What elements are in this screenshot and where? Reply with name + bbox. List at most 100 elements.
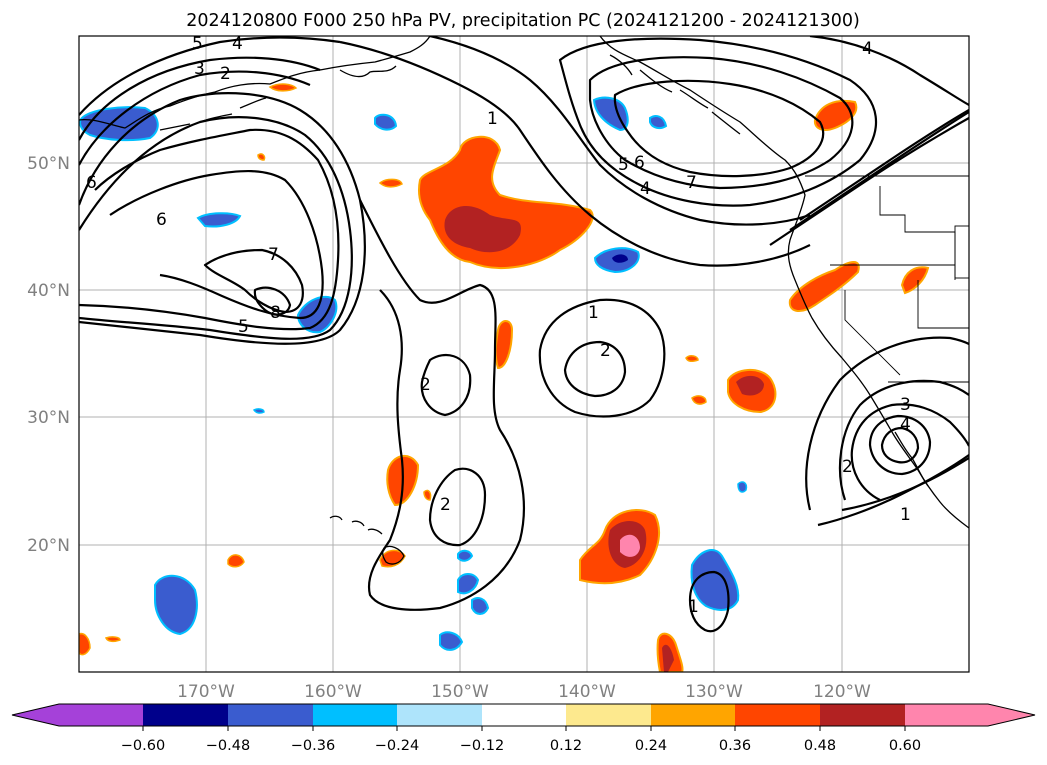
- precip-blob-south-peak: [620, 534, 640, 557]
- precip-blob-small-north: [268, 83, 298, 92]
- colorbar-segment-3: [313, 704, 397, 726]
- precip-neg-small-2: [374, 113, 398, 131]
- colorbar-tick-label: 0.36: [719, 738, 751, 754]
- contour-label-15: 1: [588, 303, 599, 323]
- pv-contour-29: [817, 454, 969, 527]
- latitude-labels: 50°N 40°N 30°N 20°N: [27, 154, 70, 556]
- precip-neg-small-4: [457, 573, 480, 595]
- border-states-4: [954, 225, 969, 279]
- precip-neg-mid-core: [612, 254, 628, 263]
- lon-label-130w: 130°W: [685, 682, 743, 702]
- border-states-3: [917, 280, 969, 329]
- precip-neg-southwest: [154, 574, 198, 636]
- lat-label-50n: 50°N: [27, 154, 70, 174]
- pv-contour-11: [429, 36, 811, 226]
- colorbar-tick-label: −0.48: [206, 738, 250, 754]
- precip-blob-east-core: [736, 375, 764, 396]
- pv-contour-28: [880, 426, 920, 464]
- border-california-nevada: [844, 290, 901, 376]
- pv-contour-3: [79, 70, 311, 166]
- coastline-oahu: [351, 520, 365, 527]
- precip-blob-southern-edge-core: [662, 644, 674, 672]
- contour-label-11: 5: [618, 155, 629, 175]
- contour-label-8: 7: [268, 245, 279, 265]
- map-content: 5 4 3 2 1 6 6 7 8 5 5 6 4 7 1 2 2 2 1 4 …: [79, 34, 969, 672]
- contour-label-3: 3: [194, 59, 205, 79]
- colorbar-segment-8: [735, 704, 820, 726]
- colorbar-tick-label: 0.48: [804, 738, 836, 754]
- contour-label-19: 1: [688, 597, 699, 617]
- lat-label-40n: 40°N: [27, 281, 70, 301]
- plot-title: 2024120800 F000 250 hPa PV, precipitatio…: [186, 11, 860, 31]
- pv-contour-17: [789, 111, 969, 231]
- lon-label-160w: 160°W: [304, 682, 362, 702]
- pv-contour-10: [339, 40, 811, 267]
- coastline-big-island: [382, 545, 405, 565]
- precip-neg-small-1: [196, 212, 242, 228]
- coastline-kodiak: [339, 65, 397, 78]
- precip-blob-inland: [900, 266, 930, 295]
- lon-label-150w: 150°W: [431, 682, 489, 702]
- lon-label-120w: 120°W: [813, 682, 871, 702]
- colorbar-segment-5: [482, 704, 566, 726]
- contour-label-5: 1: [487, 109, 498, 129]
- precip-neg-small-7: [457, 549, 474, 562]
- contour-label-20: 4: [900, 415, 911, 435]
- pv-contour-8: [203, 248, 304, 314]
- lon-label-170w: 170°W: [177, 682, 235, 702]
- gridlines: [79, 36, 969, 672]
- pv-contour-7: [109, 169, 324, 320]
- precip-blob-coast: [788, 261, 860, 312]
- precip-neg-small-5: [471, 597, 490, 615]
- pv-contour-30: [841, 457, 969, 512]
- pv-contour-9: [253, 286, 292, 316]
- pv-contour-15: [809, 36, 969, 106]
- precip-neg-small-9: [252, 408, 265, 414]
- precip-neg-south: [690, 549, 740, 611]
- precip-neg-small-8: [737, 481, 748, 493]
- pv-contour-2: [79, 56, 321, 141]
- pv-contour-20: [420, 353, 472, 417]
- colorbar-segment-10: [905, 704, 1035, 726]
- pv-contour-14: [613, 79, 825, 178]
- precip-neg-north: [592, 96, 629, 132]
- colorbar-tick-label: −0.60: [121, 738, 165, 754]
- colorbar-tick-label: 0.12: [550, 738, 582, 754]
- pv-contour-23: [563, 340, 627, 398]
- map-background: [79, 36, 969, 672]
- precip-blob-small-west: [227, 554, 245, 568]
- contour-label-9: 8: [270, 303, 281, 323]
- pv-contour-31: [688, 570, 730, 633]
- pv-contour-27: [868, 414, 932, 476]
- precip-blob-central-core: [444, 205, 521, 253]
- coastline-kauai: [329, 515, 343, 521]
- colorbar-ticks: [142, 726, 906, 731]
- borders: [805, 175, 969, 383]
- lon-label-140w: 140°W: [558, 682, 616, 702]
- contour-label-24: 4: [862, 39, 873, 59]
- colorbar-tick-label: −0.24: [375, 738, 419, 754]
- lat-label-20n: 20°N: [27, 536, 70, 556]
- pv-contour-22: [538, 298, 666, 418]
- pv-contour-21: [428, 467, 487, 547]
- pv-contour-13: [588, 56, 854, 190]
- contour-label-22: 2: [842, 457, 853, 477]
- pv-contour-16: [769, 117, 969, 246]
- contour-labels: 5 4 3 2 1 6 6 7 8 5 5 6 4 7 1 2 2 2 1 4 …: [86, 34, 911, 617]
- pv-contour-5: [79, 116, 353, 340]
- contour-label-2: 4: [232, 34, 243, 54]
- pv-contour-6: [79, 128, 340, 331]
- contour-label-14: 7: [686, 173, 697, 193]
- colorbar: −0.60 −0.48 −0.36 −0.24 −0.12 0.12 0.24 …: [11, 703, 1036, 754]
- precip-blob-small-mid: [378, 178, 403, 188]
- contour-label-10: 5: [238, 317, 249, 337]
- colorbar-tick-label: 0.60: [889, 738, 921, 754]
- precip-blob-edge-west: [79, 632, 91, 656]
- colorbar-outline: [11, 703, 1036, 727]
- colorbar-segment-1: [143, 704, 228, 726]
- precip-anomalies: [79, 83, 930, 672]
- map-border: [78, 35, 970, 673]
- coastline-alaska: [79, 36, 431, 129]
- pv-contour-18: [799, 109, 969, 221]
